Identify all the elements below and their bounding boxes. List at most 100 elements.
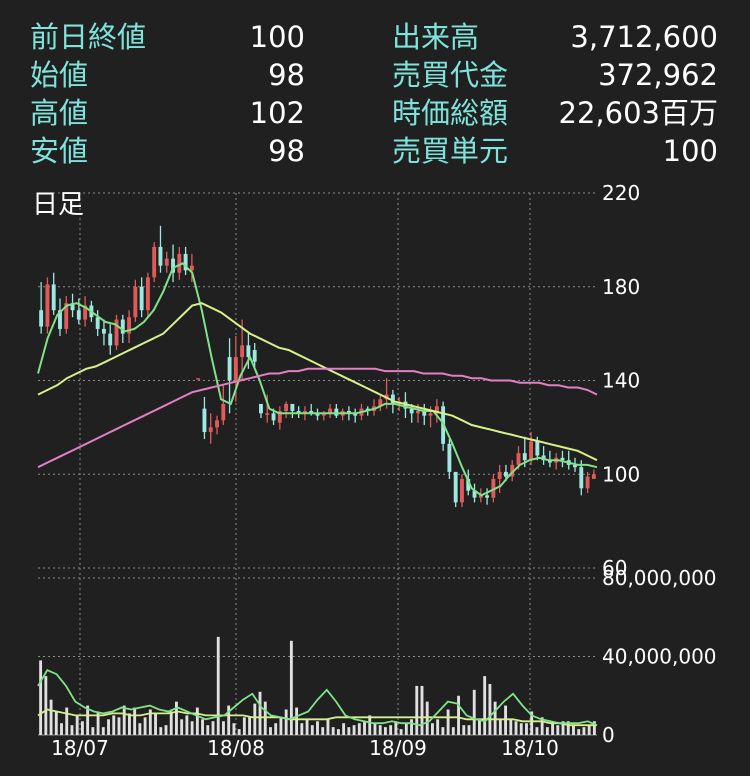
volume-bar — [206, 725, 209, 735]
candle-body — [234, 357, 238, 380]
candle-body — [523, 453, 527, 460]
candle-body — [517, 453, 521, 465]
volume-bar — [394, 721, 397, 735]
candle-body — [202, 409, 206, 432]
candle-body — [416, 411, 420, 413]
volume-bar — [279, 717, 282, 735]
candle-body — [504, 472, 508, 477]
volume-bar — [159, 727, 162, 735]
candle-body — [272, 413, 276, 420]
volume-bar — [588, 725, 591, 735]
volume-bar — [520, 723, 523, 735]
candle-body — [52, 284, 56, 310]
candle-body — [152, 247, 156, 277]
volume-bar — [379, 725, 382, 735]
candle-body — [96, 317, 100, 329]
volume-bar — [71, 725, 74, 735]
candle-body — [209, 427, 213, 432]
volume-bar — [400, 729, 403, 735]
volume-bar — [259, 692, 262, 735]
volume-bar — [431, 723, 434, 735]
volume-bar — [353, 725, 356, 735]
volume-bar — [248, 717, 251, 735]
volume-bar — [447, 709, 450, 735]
candle-body — [146, 277, 150, 310]
volume-bar — [44, 676, 47, 735]
volume-bar — [525, 723, 528, 735]
volume-bar — [285, 709, 288, 735]
volume-bar — [499, 719, 502, 735]
volume-bar — [441, 727, 444, 735]
volume-bar — [410, 719, 413, 735]
volume-bar — [300, 723, 303, 735]
candle-body — [454, 472, 458, 502]
candle-body — [460, 479, 464, 502]
month-tick-label: 18/07 — [51, 736, 109, 760]
candle-body — [240, 345, 244, 357]
volume-bar — [290, 641, 293, 735]
candle-body — [45, 284, 49, 326]
candle-body — [535, 441, 539, 455]
volume-bar — [175, 702, 178, 735]
candle-body — [579, 467, 583, 488]
volume-bar — [274, 723, 277, 735]
volume-bar — [473, 690, 476, 735]
candle-body — [228, 357, 232, 380]
volume-bar — [494, 702, 497, 735]
price-tick-label: 100 — [602, 462, 640, 486]
volume-bar — [572, 725, 575, 735]
ma-short-line — [38, 263, 597, 495]
candle-body — [290, 404, 294, 411]
volume-bar — [509, 719, 512, 735]
volume-bar — [436, 719, 439, 735]
volume-tick-label: 80,000,000 — [602, 566, 717, 590]
candle-body — [159, 247, 163, 266]
volume-bar — [217, 637, 220, 735]
volume-bar — [457, 696, 460, 735]
volume-bar — [55, 711, 58, 735]
volume-bar — [342, 723, 345, 735]
price-panel — [38, 226, 597, 507]
volume-bar — [468, 725, 471, 735]
volume-bar — [154, 713, 157, 735]
volume-bar — [76, 715, 79, 735]
candle-body — [190, 266, 194, 271]
volume-ma-short-line — [38, 670, 597, 725]
volume-bar — [368, 715, 371, 735]
candle-body — [77, 310, 81, 319]
volume-bar — [321, 727, 324, 735]
candle-body — [586, 477, 590, 489]
volume-bar — [243, 717, 246, 735]
volume-bar — [347, 727, 350, 735]
volume-bar — [201, 719, 204, 735]
volume-bar — [577, 729, 580, 735]
candle-body — [498, 472, 502, 479]
volume-bar — [222, 721, 225, 735]
volume-bar — [39, 660, 42, 735]
volume-bar — [363, 721, 366, 735]
volume-bar — [102, 727, 105, 735]
volume-bar — [180, 719, 183, 735]
volume-bar — [337, 729, 340, 735]
price-tick-label: 140 — [602, 369, 640, 393]
candle-body — [140, 287, 144, 310]
candle-body — [265, 413, 269, 415]
candle-body — [108, 334, 112, 346]
volume-bar — [306, 719, 309, 735]
volume-bar — [107, 719, 110, 735]
candle-body — [334, 409, 338, 416]
volume-bar — [311, 725, 314, 735]
period-label: 日足 — [32, 190, 84, 220]
volume-bar — [91, 727, 94, 735]
volume-bar — [112, 715, 115, 735]
volume-bar — [358, 723, 361, 735]
candle-body — [253, 350, 257, 362]
volume-bar — [504, 706, 507, 735]
volume-bar — [478, 719, 481, 735]
volume-bar — [327, 719, 330, 735]
candle-body — [447, 444, 451, 472]
candle-body — [284, 404, 288, 411]
volume-bar — [556, 725, 559, 735]
volume-bar — [535, 727, 538, 735]
